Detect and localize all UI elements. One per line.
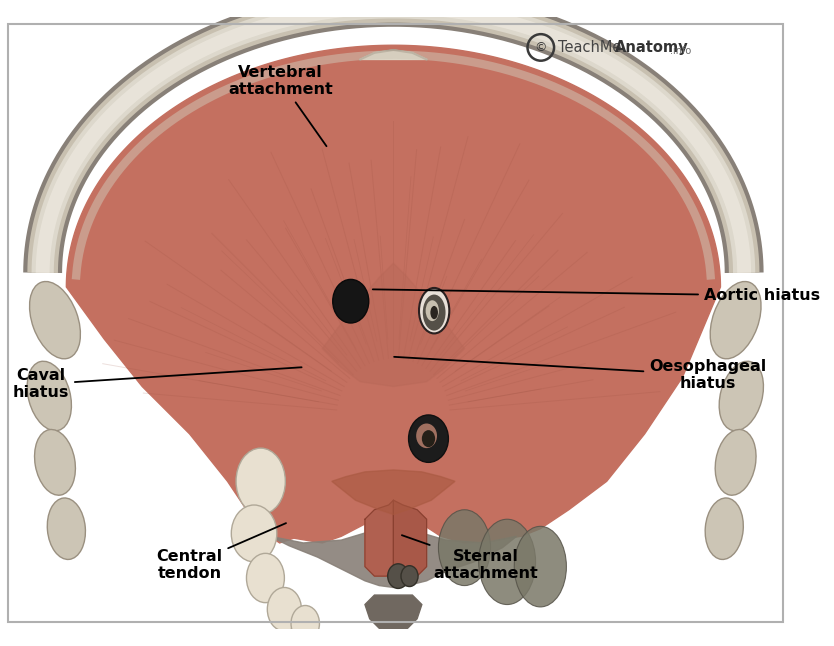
Ellipse shape bbox=[479, 519, 535, 605]
Ellipse shape bbox=[716, 430, 756, 495]
Polygon shape bbox=[270, 519, 516, 587]
Ellipse shape bbox=[48, 498, 85, 559]
Polygon shape bbox=[365, 500, 394, 576]
Text: Aortic hiatus: Aortic hiatus bbox=[373, 288, 820, 303]
Polygon shape bbox=[360, 50, 426, 59]
Ellipse shape bbox=[439, 510, 490, 585]
Ellipse shape bbox=[416, 424, 437, 448]
Ellipse shape bbox=[423, 295, 445, 331]
Ellipse shape bbox=[231, 505, 277, 562]
Ellipse shape bbox=[28, 361, 72, 431]
Ellipse shape bbox=[401, 566, 418, 587]
Polygon shape bbox=[322, 264, 465, 386]
Ellipse shape bbox=[34, 430, 75, 495]
Ellipse shape bbox=[430, 306, 438, 319]
Text: Sternal
attachment: Sternal attachment bbox=[402, 535, 539, 581]
Text: Oesophageal
hiatus: Oesophageal hiatus bbox=[394, 357, 766, 391]
Ellipse shape bbox=[422, 430, 435, 447]
Ellipse shape bbox=[425, 300, 439, 321]
Ellipse shape bbox=[247, 554, 284, 603]
Ellipse shape bbox=[388, 564, 409, 589]
Ellipse shape bbox=[419, 288, 450, 333]
Text: TeachMe: TeachMe bbox=[558, 40, 621, 55]
Ellipse shape bbox=[706, 498, 743, 559]
Ellipse shape bbox=[711, 282, 761, 359]
Ellipse shape bbox=[291, 605, 319, 641]
Ellipse shape bbox=[268, 587, 301, 631]
Polygon shape bbox=[332, 470, 455, 514]
Ellipse shape bbox=[333, 279, 369, 323]
Text: Vertebral
attachment: Vertebral attachment bbox=[229, 65, 333, 146]
Polygon shape bbox=[365, 595, 422, 631]
Text: ©: © bbox=[535, 41, 547, 54]
Ellipse shape bbox=[29, 282, 80, 359]
Polygon shape bbox=[67, 45, 721, 543]
Ellipse shape bbox=[719, 361, 763, 431]
Ellipse shape bbox=[236, 448, 285, 514]
Text: Caval
hiatus: Caval hiatus bbox=[13, 368, 302, 401]
Polygon shape bbox=[394, 500, 426, 576]
Text: Anatomy: Anatomy bbox=[615, 40, 688, 55]
Text: Central
tendon: Central tendon bbox=[157, 523, 286, 581]
Text: .info: .info bbox=[670, 47, 691, 56]
Ellipse shape bbox=[409, 415, 449, 463]
Ellipse shape bbox=[515, 526, 566, 607]
